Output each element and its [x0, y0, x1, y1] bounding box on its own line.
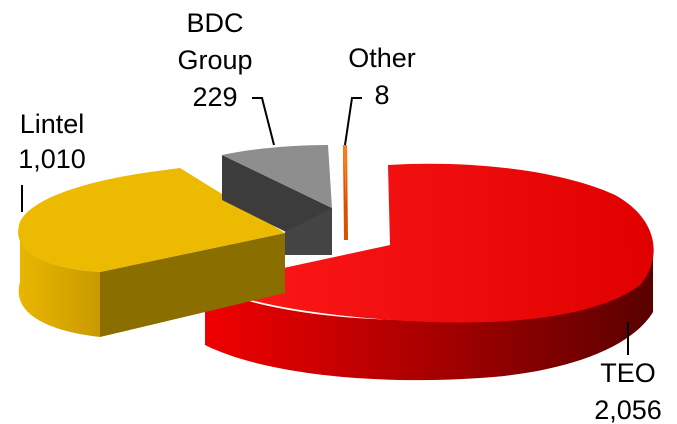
slice-lintel-side	[18, 222, 100, 337]
slice-other	[343, 145, 348, 240]
slice-teo-side	[205, 250, 653, 381]
slice-teo	[205, 163, 654, 381]
slice-lintel-cut	[100, 233, 285, 337]
label-lintel-value: 1,010	[18, 144, 86, 174]
slice-lintel-top	[18, 168, 286, 272]
leader-line-bdc-group	[252, 97, 275, 146]
label-bdc-group-value: 229	[192, 82, 237, 112]
slice-bdc-side	[285, 208, 332, 255]
label-teo-name: TEO	[600, 358, 656, 388]
label-bdc-group-name-line1: BDC	[186, 8, 243, 38]
label-lintel-name: Lintel	[20, 109, 85, 139]
label-bdc-group-name-line2: Group	[177, 45, 252, 75]
slice-other-top	[343, 145, 347, 205]
slice-bdc-group	[222, 145, 332, 255]
slice-bdc-top	[222, 145, 332, 208]
slice-lintel	[18, 168, 286, 337]
label-teo-value: 2,056	[594, 395, 662, 424]
label-other-name: Other	[348, 43, 416, 73]
label-other-value: 8	[374, 80, 389, 110]
leader-line-other	[344, 97, 362, 146]
slice-teo-top	[205, 163, 654, 323]
